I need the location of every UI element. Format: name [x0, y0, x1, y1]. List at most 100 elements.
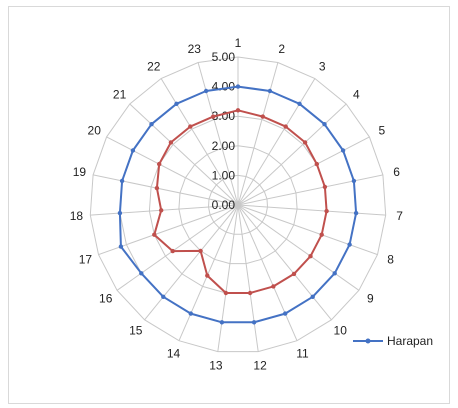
category-label: 22 — [147, 60, 161, 74]
data-point — [302, 140, 308, 145]
data-point — [188, 124, 193, 129]
category-label: 12 — [253, 359, 267, 373]
chart-frame: 0.00 1.00 2.00 3.00 4.00 5.00 1 2 3 4 5 6 7 8 9 10 11 12 1… — [8, 6, 450, 404]
data-point — [308, 254, 313, 259]
data-point — [219, 320, 225, 325]
data-point — [310, 294, 315, 299]
data-point — [117, 210, 123, 216]
category-label: 10 — [334, 324, 348, 338]
data-point — [174, 101, 179, 107]
axis-tick-label: 5.00 — [212, 50, 236, 64]
data-point — [283, 311, 288, 316]
grid-spoke — [237, 204, 259, 352]
category-label: 4 — [353, 87, 360, 101]
grid-spoke — [237, 204, 386, 216]
data-point — [149, 122, 154, 127]
data-point — [351, 178, 357, 184]
data-point — [223, 290, 229, 296]
category-label: 19 — [73, 165, 87, 179]
data-point — [203, 88, 209, 94]
series-line — [118, 85, 358, 324]
data-point — [322, 122, 327, 127]
axis-tick-label: 0.00 — [212, 198, 236, 212]
data-point — [235, 108, 241, 113]
grid-spoke — [237, 78, 316, 206]
data-point — [157, 161, 162, 167]
data-point — [152, 232, 157, 237]
grid-spoke — [237, 136, 370, 206]
data-point — [235, 84, 241, 89]
data-point — [188, 311, 193, 316]
data-point — [291, 271, 297, 277]
category-label: 17 — [79, 252, 93, 266]
grid-spoke — [106, 136, 239, 206]
grid-spoke — [237, 204, 332, 321]
category-label: 16 — [99, 291, 113, 305]
category-label: 2 — [278, 42, 285, 56]
data-point — [283, 124, 288, 129]
grid-spoke — [144, 204, 239, 321]
data-point — [332, 271, 337, 276]
category-label: 11 — [296, 347, 309, 361]
data-point — [353, 210, 359, 216]
category-label: 8 — [387, 252, 394, 266]
data-point — [139, 271, 144, 276]
data-point — [168, 140, 174, 145]
grid-ring — [207, 174, 269, 235]
data-point — [297, 101, 302, 107]
series-line — [153, 109, 328, 294]
legend-marker — [365, 338, 371, 344]
axis-tick-label: 1.00 — [212, 168, 236, 182]
data-point — [324, 208, 329, 214]
axis-tick-label: 2.00 — [212, 139, 236, 153]
category-label: 15 — [129, 324, 143, 338]
grid-spoke — [197, 62, 239, 206]
data-point — [159, 208, 164, 213]
grid-spoke — [90, 204, 239, 216]
category-label: 18 — [70, 209, 84, 223]
category-label: 13 — [209, 359, 223, 373]
data-point — [119, 178, 125, 184]
data-point — [271, 284, 276, 289]
data-point — [319, 232, 324, 237]
grid-spoke — [178, 204, 239, 341]
grid-spoke — [237, 62, 279, 206]
data-point — [205, 273, 210, 278]
data-point — [251, 320, 257, 325]
grid-spoke — [237, 204, 298, 341]
grid-ring — [178, 145, 298, 265]
radar-chart: 0.001.002.003.004.005.001 234567891011121… — [70, 36, 433, 373]
category-label: 21 — [113, 87, 127, 101]
grid-spoke — [92, 174, 239, 206]
category-label: 3 — [319, 60, 326, 74]
category-label: 14 — [167, 347, 181, 361]
category-label: 9 — [367, 291, 374, 305]
grid-spoke — [237, 103, 347, 206]
category-label: 7 — [396, 209, 403, 223]
data-point — [211, 114, 216, 119]
category-label: 1 — [235, 36, 242, 50]
data-point — [347, 242, 352, 247]
grid-spoke — [160, 78, 239, 206]
legend-label: Harapan — [387, 334, 433, 348]
grid-ring — [89, 56, 387, 353]
data-point — [198, 248, 203, 254]
category-label: 6 — [393, 165, 400, 179]
data-point — [154, 185, 160, 191]
category-label: 5 — [378, 124, 385, 138]
data-point — [161, 294, 166, 299]
data-point — [267, 88, 273, 94]
data-point — [340, 148, 346, 153]
category-label: 20 — [88, 124, 102, 138]
grid-spoke — [129, 103, 239, 206]
data-point — [118, 244, 124, 249]
grid-spoke — [237, 204, 360, 291]
grid-spoke — [237, 204, 378, 256]
data-point — [130, 148, 136, 153]
grid-spoke — [237, 174, 384, 206]
data-point — [260, 114, 265, 119]
grid-spoke — [217, 204, 239, 352]
data-point — [314, 161, 319, 167]
grid-spoke — [116, 204, 239, 291]
data-point — [247, 290, 253, 296]
